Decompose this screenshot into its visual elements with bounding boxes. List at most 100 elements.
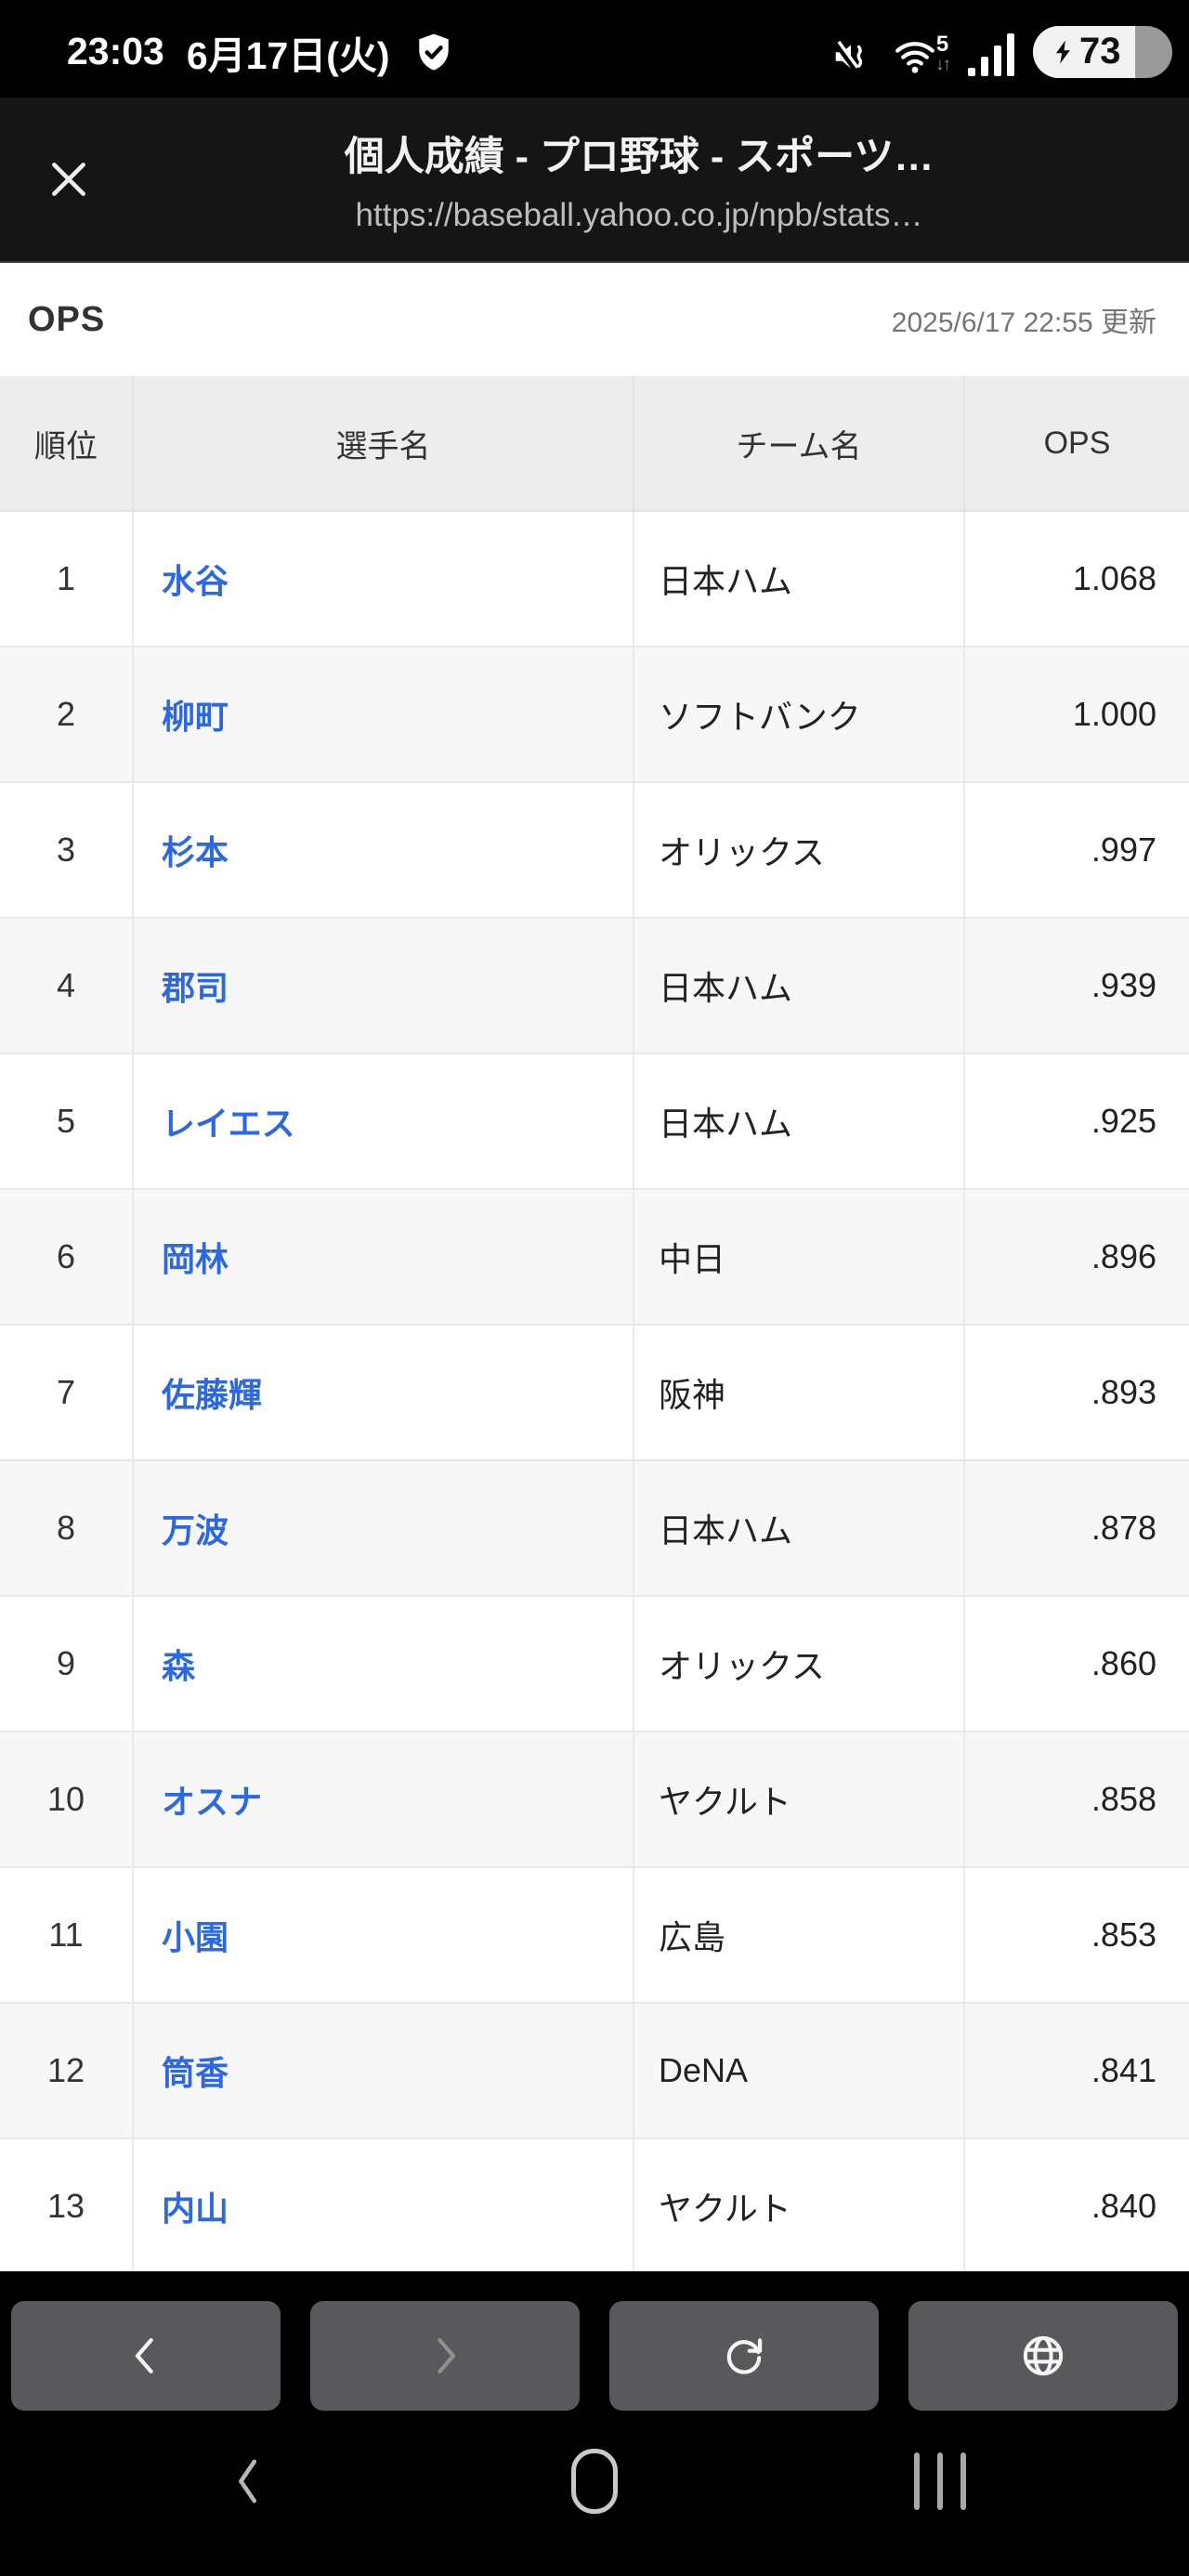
ops-table-container: 順位 選手名 チーム名 OPS 1 水谷 日本ハム 1.068 2 柳町 ソフト… xyxy=(0,376,1189,2271)
team-cell: 中日 xyxy=(634,1189,965,1326)
table-row: 3 杉本 オリックス .997 xyxy=(0,782,1189,919)
ops-cell: .939 xyxy=(964,918,1189,1054)
table-row: 1 水谷 日本ハム 1.068 xyxy=(0,511,1189,647)
header-text: 個人成績 - プロ野球 - スポーツ… https://baseball.yah… xyxy=(130,124,1148,234)
col-header-team: チーム名 xyxy=(634,376,965,512)
player-link[interactable]: 岡林 xyxy=(162,1240,229,1278)
player-cell: 万波 xyxy=(133,1460,634,1597)
rank-cell: 4 xyxy=(0,918,134,1054)
rank-cell: 7 xyxy=(0,1325,134,1461)
rank-cell: 10 xyxy=(0,1732,134,1868)
browser-page-title: 個人成績 - プロ野球 - スポーツ… xyxy=(344,135,934,179)
table-row: 9 森 オリックス .860 xyxy=(0,1596,1189,1733)
player-cell: 小園 xyxy=(133,1867,634,2004)
player-link[interactable]: 水谷 xyxy=(162,562,229,600)
player-link[interactable]: 柳町 xyxy=(162,698,229,736)
player-link[interactable]: レイエス xyxy=(162,1105,295,1143)
clock: 23:03 xyxy=(67,30,164,72)
player-cell: レイエス xyxy=(133,1053,634,1190)
rank-cell: 9 xyxy=(0,1596,134,1733)
team-cell: 広島 xyxy=(634,1867,965,2004)
battery-icon: 73 xyxy=(1033,25,1172,78)
player-cell: 柳町 xyxy=(133,647,634,783)
close-button[interactable] xyxy=(41,151,97,207)
refresh-button[interactable] xyxy=(609,2301,879,2411)
battery-fill xyxy=(1033,25,1135,78)
close-icon xyxy=(52,163,85,196)
team-cell: オリックス xyxy=(634,1596,965,1733)
nav-recents-icon xyxy=(914,2452,966,2510)
rank-cell: 12 xyxy=(0,2003,134,2139)
nav-home-icon xyxy=(571,2449,618,2514)
ops-cell: .858 xyxy=(964,1732,1189,1868)
rank-cell: 5 xyxy=(0,1053,134,1190)
shield-check-icon xyxy=(418,33,449,71)
player-cell: オスナ xyxy=(133,1732,634,1868)
muted-speaker-icon xyxy=(834,40,863,71)
team-cell: 日本ハム xyxy=(634,1053,965,1190)
rank-cell: 13 xyxy=(0,2138,134,2271)
stats-heading: OPS xyxy=(28,299,106,339)
battery-percent: 73 xyxy=(1079,31,1121,72)
rank-cell: 11 xyxy=(0,1867,134,2004)
updated-timestamp: 2025/6/17 22:55 更新 xyxy=(891,307,1156,338)
ops-cell: .997 xyxy=(964,782,1189,919)
team-cell: 日本ハム xyxy=(634,511,965,647)
nav-back-button[interactable] xyxy=(221,2444,277,2518)
player-link[interactable]: 佐藤輝 xyxy=(162,1376,263,1414)
forward-button[interactable] xyxy=(310,2301,580,2411)
table-row: 13 内山 ヤクルト .840 xyxy=(0,2138,1189,2271)
table-row: 5 レイエス 日本ハム .925 xyxy=(0,1053,1189,1190)
table-row: 7 佐藤輝 阪神 .893 xyxy=(0,1325,1189,1461)
team-cell: ソフトバンク xyxy=(634,647,965,783)
status-right: 5 ↓↑ 73 xyxy=(830,25,1172,78)
rank-cell: 2 xyxy=(0,647,134,783)
player-cell: 岡林 xyxy=(133,1189,634,1326)
ops-cell: 1.068 xyxy=(964,511,1189,647)
table-row: 11 小園 広島 .853 xyxy=(0,1867,1189,2004)
team-cell: 阪神 xyxy=(634,1325,965,1461)
player-cell: 郡司 xyxy=(133,918,634,1054)
team-cell: ヤクルト xyxy=(634,2138,965,2271)
charging-bolt-icon xyxy=(1055,40,1070,63)
rank-cell: 6 xyxy=(0,1189,134,1326)
browser-page-url[interactable]: https://baseball.yahoo.co.jp/npb/stats… xyxy=(355,197,923,233)
status-bar: 23:03 6月17日(火) xyxy=(0,0,1189,98)
ops-cell: .925 xyxy=(964,1053,1189,1190)
wifi-activity-arrows: ↓↑ xyxy=(935,54,951,74)
player-link[interactable]: 万波 xyxy=(162,1511,229,1550)
player-cell: 森 xyxy=(133,1596,634,1733)
player-link[interactable]: 内山 xyxy=(162,2190,229,2228)
table-row: 10 オスナ ヤクルト .858 xyxy=(0,1732,1189,1868)
nav-home-button[interactable] xyxy=(567,2444,622,2518)
status-left: 23:03 6月17日(火) xyxy=(67,24,455,80)
rank-cell: 8 xyxy=(0,1460,134,1597)
wifi-generation-label: 5 xyxy=(935,31,949,57)
web-content: OPS 2025/6/17 22:55 更新 順位 選手名 チーム名 OPS 1… xyxy=(0,263,1189,2271)
player-cell: 筒香 xyxy=(133,2003,634,2139)
open-in-browser-button[interactable] xyxy=(908,2301,1178,2411)
wifi-icon: 5 ↓↑ xyxy=(891,31,951,78)
back-icon xyxy=(135,2337,153,2374)
player-link[interactable]: 筒香 xyxy=(162,2054,229,2092)
refresh-icon xyxy=(726,2338,763,2374)
nav-recents-button[interactable] xyxy=(912,2444,968,2518)
team-cell: DeNA xyxy=(634,2003,965,2139)
back-button[interactable] xyxy=(11,2301,281,2411)
player-link[interactable]: 杉本 xyxy=(162,833,229,871)
ops-cell: .840 xyxy=(964,2138,1189,2271)
player-link[interactable]: 郡司 xyxy=(162,969,229,1007)
player-link[interactable]: オスナ xyxy=(162,1783,263,1821)
ops-cell: .860 xyxy=(964,1596,1189,1733)
team-cell: オリックス xyxy=(634,782,965,919)
player-link[interactable]: 小園 xyxy=(162,1918,229,1956)
table-row: 6 岡林 中日 .896 xyxy=(0,1189,1189,1326)
ops-cell: .853 xyxy=(964,1867,1189,2004)
ops-cell: .878 xyxy=(964,1460,1189,1597)
ops-table-body: 1 水谷 日本ハム 1.068 2 柳町 ソフトバンク 1.000 3 杉本 オ… xyxy=(0,511,1189,2271)
table-row: 8 万波 日本ハム .878 xyxy=(0,1460,1189,1597)
player-cell: 佐藤輝 xyxy=(133,1325,634,1461)
table-header-row: 順位 選手名 チーム名 OPS xyxy=(0,376,1189,512)
player-link[interactable]: 森 xyxy=(162,1647,196,1685)
